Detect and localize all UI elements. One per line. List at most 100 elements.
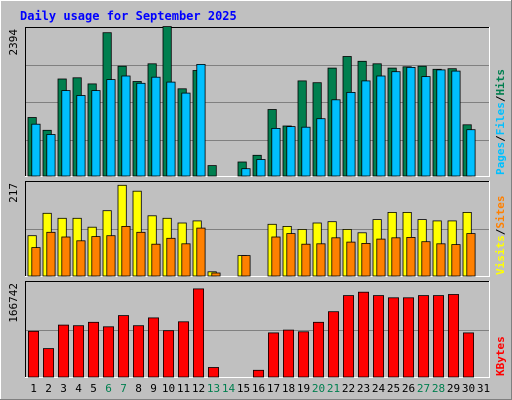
day-label-17: 17 [267,382,280,395]
day-label-16: 16 [252,382,265,395]
bar-kbytes-day-7 [118,315,130,378]
bar-sites-day-13 [211,272,221,277]
bar-sites-day-8 [136,231,146,277]
bar-files-day-27 [421,76,431,177]
panel-sites-visits: 217 Visits/Sites [7,181,507,277]
bar-sites-day-30 [466,233,476,277]
bar-kbytes-day-8 [132,325,144,378]
day-label-30: 30 [462,382,475,395]
bar-files-day-21 [331,99,341,177]
bar-sites-day-2 [46,231,56,277]
legend-sites-visits: Visits/Sites [494,196,507,276]
bar-files-day-26 [406,67,416,177]
bar-files-day-24 [376,75,386,177]
day-label-2: 2 [45,382,52,395]
day-label-18: 18 [282,382,295,395]
day-label-28: 28 [432,382,445,395]
legend-item-sep1: / [494,228,507,235]
bar-kbytes-day-13 [207,367,219,378]
legend-item-files: Files [494,102,507,135]
bar-kbytes-day-12 [192,288,204,378]
bar-kbytes-day-17 [267,332,279,378]
bar-files-day-1 [31,123,41,177]
day-label-20: 20 [312,382,325,395]
day-label-3: 3 [60,382,67,395]
day-label-24: 24 [372,382,386,395]
bar-sites-day-6 [106,235,116,277]
legend-hits-files: Pages/Files/Hits [494,69,507,175]
bar-files-day-2 [46,134,56,177]
chart-panels: 2394Pages/Files/Hits217Visits/Sites16674… [7,26,507,378]
legend-item-hits: Hits [494,69,507,96]
bar-sites-day-29 [451,244,461,277]
ymax-label-hits-files: 2394 [7,29,20,56]
bar-files-day-22 [346,92,356,177]
bar-sites-day-25 [391,237,401,277]
bar-files-day-28 [436,69,446,177]
bar-files-day-6 [106,79,116,177]
bar-files-day-25 [391,71,401,177]
bar-kbytes-day-24 [372,295,384,378]
bar-kbytes-day-5 [88,321,100,378]
bar-kbytes-day-27 [417,295,429,378]
bar-sites-day-27 [421,241,431,277]
bar-files-day-17 [271,127,281,177]
bar-files-day-20 [316,118,326,177]
bar-kbytes-day-21 [327,311,339,378]
legend-kbytes: KBytes [494,336,507,376]
bar-kbytes-day-3 [58,324,70,378]
day-label-14: 14 [222,382,236,395]
bar-kbytes-day-28 [432,295,444,378]
bar-files-day-4 [76,95,86,177]
day-label-19: 19 [297,382,310,395]
bar-files-day-11 [181,92,191,177]
bar-kbytes-day-1 [27,330,39,378]
x-axis-day-labels: 1 2 3 4 5 6 7 8 9 10 11 12 13 14 15 16 17 18 19 20 21 22 23 24 2… [30,382,490,395]
bar-sites-day-4 [76,240,86,277]
day-label-25: 25 [387,382,400,395]
bar-kbytes-day-2 [43,348,55,378]
day-label-5: 5 [90,382,97,395]
day-label-29: 29 [447,382,460,395]
bar-files-day-3 [61,90,71,177]
bar-kbytes-day-26 [402,297,414,378]
bar-kbytes-day-22 [342,295,354,378]
day-label-7: 7 [120,382,127,395]
bar-files-day-9 [151,76,161,177]
day-label-9: 9 [150,382,157,395]
legend-item-pages: Pages [494,142,507,175]
bar-sites-day-11 [181,243,191,277]
day-label-1: 1 [30,382,37,395]
bar-files-day-23 [361,80,371,177]
day-label-23: 23 [357,382,370,395]
bar-kbytes-day-29 [447,294,459,378]
bar-files-day-8 [136,82,146,177]
bar-sites-day-9 [151,243,161,277]
ymax-label-sites-visits: 217 [7,183,20,203]
bar-files-day-30 [466,129,476,177]
bar-kbytes-day-9 [147,317,159,378]
day-label-22: 22 [342,382,355,395]
legend-item-sep1: / [494,95,507,102]
bar-sites-day-20 [316,243,326,277]
bar-kbytes-day-16 [252,369,264,378]
bar-sites-day-1 [31,247,41,277]
bar-sites-day-23 [361,242,371,277]
legend-item-kbytes: KBytes [494,336,507,376]
bar-kbytes-day-11 [177,321,189,378]
day-label-6: 6 [105,382,112,395]
bar-hits-day-13 [207,165,217,177]
day-label-13: 13 [207,382,220,395]
bar-sites-day-10 [166,237,176,277]
bar-sites-day-22 [346,241,356,277]
bar-files-day-10 [166,81,176,177]
bar-sites-day-12 [196,227,206,277]
bar-kbytes-day-20 [312,321,324,378]
bar-kbytes-day-19 [297,331,309,378]
bar-kbytes-day-23 [357,291,369,378]
ymax-label-kbytes: 166742 [7,283,20,323]
bar-files-day-18 [286,126,296,177]
bar-sites-day-26 [406,236,416,277]
